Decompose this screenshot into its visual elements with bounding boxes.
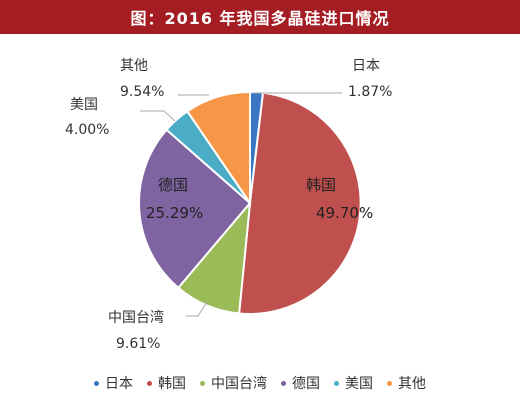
legend-item-2: 韩国 xyxy=(147,373,186,393)
legend-label-4: 德国 xyxy=(292,376,320,392)
legend-item-5: 美国 xyxy=(334,373,373,393)
slice-name-label-4: 德国 xyxy=(158,176,188,194)
slice-value-label-1: 1.87% xyxy=(348,84,392,100)
legend-swatch-5 xyxy=(334,380,339,386)
pie-slice-6 xyxy=(185,90,251,207)
pie-slice-4 xyxy=(138,128,252,290)
slice-value-label-4: 25.29% xyxy=(146,204,203,222)
chart-legend: 日本 韩国 中国台湾 德国 美国 其他 xyxy=(0,372,520,394)
legend-item-6: 其他 xyxy=(387,373,426,393)
slice-value-label-6: 9.54% xyxy=(120,84,164,100)
legend-swatch-6 xyxy=(387,380,392,386)
legend-swatch-3 xyxy=(200,380,205,386)
slice-name-label-3: 中国台湾 xyxy=(108,309,164,326)
legend-item-3: 中国台湾 xyxy=(200,373,267,393)
slice-name-label-2: 韩国 xyxy=(306,176,336,194)
legend-label-3: 中国台湾 xyxy=(211,376,267,392)
slice-name-label-6: 其他 xyxy=(120,58,148,74)
legend-label-6: 其他 xyxy=(398,376,426,392)
leader-line-5 xyxy=(140,110,176,122)
slice-value-label-3: 9.61% xyxy=(116,336,160,352)
title-bar: 图：2016 年我国多晶硅进口情况 xyxy=(0,0,520,34)
legend-swatch-2 xyxy=(147,380,152,386)
pie-slice-2 xyxy=(238,91,362,315)
legend-swatch-4 xyxy=(281,380,286,386)
chart-title: 图：2016 年我国多晶硅进口情况 xyxy=(130,9,390,28)
slice-name-label-1: 日本 xyxy=(352,58,380,74)
legend-item-4: 德国 xyxy=(281,373,320,393)
slice-value-label-2: 49.70% xyxy=(316,204,373,222)
legend-label-2: 韩国 xyxy=(158,376,186,392)
legend-item-1: 日本 xyxy=(94,373,133,393)
slice-name-label-5: 美国 xyxy=(70,97,98,113)
leader-line-3 xyxy=(186,301,208,317)
slice-value-label-5: 4.00% xyxy=(65,122,109,138)
legend-swatch-1 xyxy=(94,380,99,386)
legend-label-1: 日本 xyxy=(105,376,133,392)
legend-label-5: 美国 xyxy=(345,376,373,392)
